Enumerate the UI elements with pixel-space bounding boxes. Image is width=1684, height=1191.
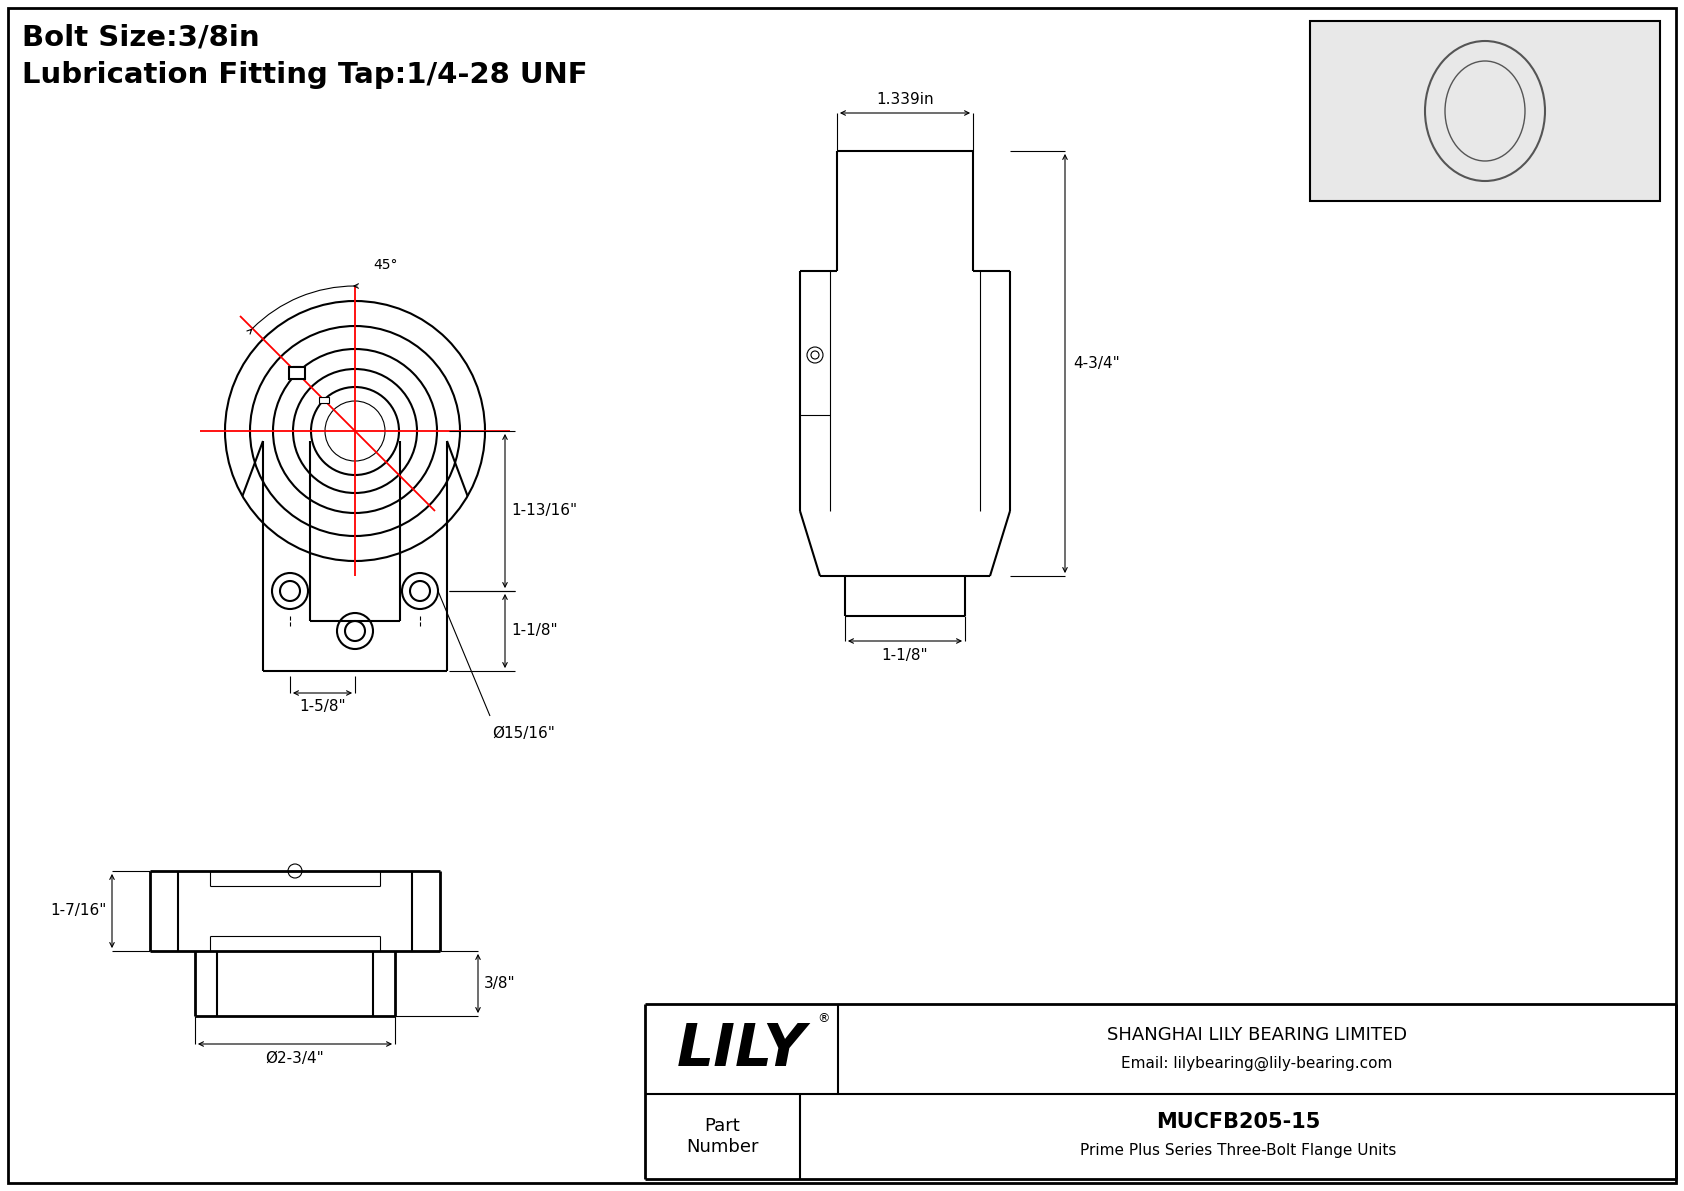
Bar xyxy=(290,367,305,379)
Text: LILY: LILY xyxy=(677,1021,807,1078)
Text: 45°: 45° xyxy=(372,258,397,272)
Text: Prime Plus Series Three-Bolt Flange Units: Prime Plus Series Three-Bolt Flange Unit… xyxy=(1079,1143,1396,1158)
Text: 1-7/16": 1-7/16" xyxy=(51,904,108,918)
Text: MUCFB205-15: MUCFB205-15 xyxy=(1155,1112,1320,1133)
Text: Lubrication Fitting Tap:1/4-28 UNF: Lubrication Fitting Tap:1/4-28 UNF xyxy=(22,61,588,89)
Text: 1.339in: 1.339in xyxy=(876,92,935,107)
Text: Part
Number: Part Number xyxy=(687,1117,759,1156)
Text: 1-5/8": 1-5/8" xyxy=(300,699,345,713)
Text: Email: lilybearing@lily-bearing.com: Email: lilybearing@lily-bearing.com xyxy=(1122,1055,1393,1071)
Text: 1-13/16": 1-13/16" xyxy=(510,504,578,518)
Text: Ø15/16": Ø15/16" xyxy=(492,727,554,741)
Bar xyxy=(1310,21,1660,201)
Text: Bolt Size:3/8in: Bolt Size:3/8in xyxy=(22,23,259,51)
Text: 3/8": 3/8" xyxy=(483,975,515,991)
Text: 1-1/8": 1-1/8" xyxy=(882,648,928,663)
Text: ®: ® xyxy=(817,1012,830,1025)
Text: SHANGHAI LILY BEARING LIMITED: SHANGHAI LILY BEARING LIMITED xyxy=(1106,1025,1408,1045)
Text: Ø2-3/4": Ø2-3/4" xyxy=(266,1050,325,1066)
Bar xyxy=(318,397,328,403)
Text: 1-1/8": 1-1/8" xyxy=(510,624,557,638)
Text: 4-3/4": 4-3/4" xyxy=(1073,356,1120,372)
